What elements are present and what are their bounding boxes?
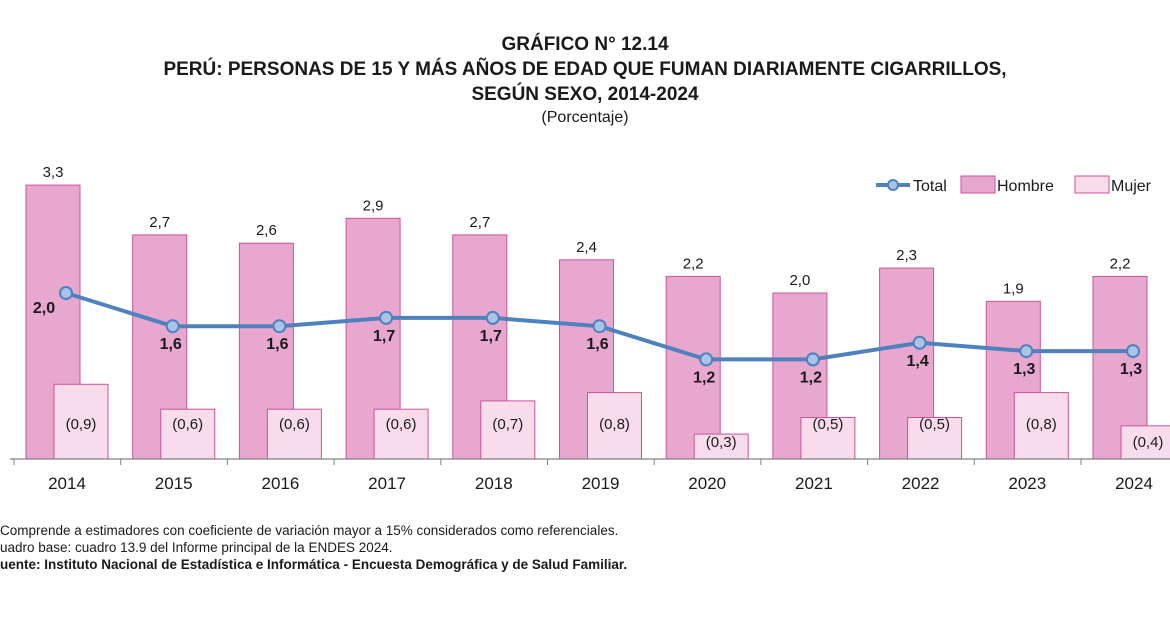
footnote-base-table: uadro base: cuadro 13.9 del Informe prin…	[0, 540, 393, 555]
point-total-2016	[272, 319, 287, 334]
bar-mujer-2022	[907, 417, 963, 460]
bar-label-hombre-2016: 2,6	[256, 222, 277, 239]
point-label-total-2016: 1,6	[266, 336, 288, 353]
footnotes: Comprende a estimadores con coeficiente …	[0, 522, 627, 573]
x-tick-label-2023: 2023	[1008, 474, 1046, 493]
point-label-total-2023: 1,3	[1013, 361, 1035, 378]
bar-mujer-2021	[800, 417, 856, 460]
point-label-total-2017: 1,7	[373, 328, 395, 345]
point-label-total-2014: 2,0	[33, 300, 55, 317]
bar-label-mujer-2015: (0,6)	[172, 416, 203, 433]
bar-mujer-2016	[266, 408, 322, 460]
bar-label-hombre-2021: 2,0	[789, 272, 810, 289]
bar-mujer-2015	[160, 408, 216, 460]
legend-hombre-label: Hombre	[997, 178, 1054, 195]
footnote-referential: Comprende a estimadores con coeficiente …	[0, 523, 619, 538]
bar-label-mujer-2024: (0,4)	[1133, 434, 1164, 451]
point-label-total-2022: 1,4	[906, 353, 928, 370]
x-tick-label-2016: 2016	[261, 474, 299, 493]
bar-label-hombre-2014: 3,3	[43, 164, 64, 181]
point-total-2015	[165, 319, 180, 334]
bar-label-mujer-2020: (0,3)	[706, 434, 737, 451]
legend-hombre-swatch	[960, 175, 996, 194]
point-total-2024	[1126, 344, 1140, 359]
x-tick-label-2020: 2020	[688, 474, 726, 493]
bar-label-hombre-2020: 2,2	[683, 255, 704, 272]
legend-total-label: Total	[913, 178, 947, 195]
legend-mujer-label: Mujer	[1111, 178, 1152, 195]
point-label-total-2020: 1,2	[693, 369, 715, 386]
x-tick-label-2017: 2017	[368, 474, 406, 493]
legend-mujer-swatch	[1074, 175, 1110, 194]
point-total-2023	[1019, 344, 1034, 359]
legend-total-marker	[887, 179, 899, 191]
x-tick-label-2019: 2019	[582, 474, 620, 493]
point-total-2022	[912, 335, 927, 350]
point-label-total-2018: 1,7	[480, 328, 502, 345]
bar-label-mujer-2019: (0,8)	[599, 416, 630, 433]
bar-mujer-2018	[480, 400, 536, 460]
point-total-2021	[805, 352, 820, 367]
chart-subtitle: (Porcentaje)	[541, 109, 629, 126]
bar-label-mujer-2016: (0,6)	[279, 416, 310, 433]
bar-label-mujer-2021: (0,5)	[812, 416, 843, 433]
chart-title-line-3: SEGÚN SEXO, 2014-2024	[471, 84, 699, 105]
point-label-total-2021: 1,2	[800, 369, 822, 386]
bar-label-hombre-2015: 2,7	[149, 214, 170, 231]
point-total-2020	[699, 352, 714, 367]
bar-label-mujer-2017: (0,6)	[386, 416, 417, 433]
x-tick-label-2022: 2022	[902, 474, 940, 493]
x-tick-label-2021: 2021	[795, 474, 833, 493]
x-tick-label-2014: 2014	[48, 474, 86, 493]
point-label-total-2024: 1,3	[1120, 361, 1142, 378]
chart-title-number: GRÁFICO N° 12.14	[501, 34, 669, 55]
point-total-2019	[592, 319, 607, 334]
chart-title: PERÚ: PERSONAS DE 15 Y MÁS AÑOS DE EDAD …	[163, 59, 1007, 80]
bar-label-mujer-2023: (0,8)	[1026, 416, 1057, 433]
bar-label-hombre-2017: 2,9	[363, 197, 384, 214]
chart-title-block: GRÁFICO N° 12.14 PERÚ: PERSONAS DE 15 Y …	[0, 32, 1170, 128]
point-label-total-2019: 1,6	[586, 336, 608, 353]
x-tick-label-2024: 2024	[1115, 474, 1153, 493]
footnote-source: uente: Instituto Nacional de Estadística…	[0, 557, 628, 572]
x-tick-label-2015: 2015	[155, 474, 193, 493]
bar-label-hombre-2022: 2,3	[896, 247, 917, 264]
bar-label-hombre-2019: 2,4	[576, 239, 597, 256]
bar-label-mujer-2018: (0,7)	[492, 416, 523, 433]
point-label-total-2015: 1,6	[160, 336, 182, 353]
bar-label-hombre-2023: 1,9	[1003, 280, 1024, 297]
bar-mujer-2017	[373, 408, 429, 460]
point-total-2018	[485, 310, 500, 325]
bar-hombre-2020	[665, 275, 721, 460]
bar-label-mujer-2014: (0,9)	[66, 416, 97, 433]
x-tick-label-2018: 2018	[475, 474, 513, 493]
bar-label-hombre-2018: 2,7	[469, 214, 490, 231]
point-total-2017	[379, 310, 394, 325]
bar-label-hombre-2024: 2,2	[1110, 255, 1131, 272]
point-total-2014	[59, 286, 73, 300]
bar-label-mujer-2022: (0,5)	[919, 416, 950, 433]
